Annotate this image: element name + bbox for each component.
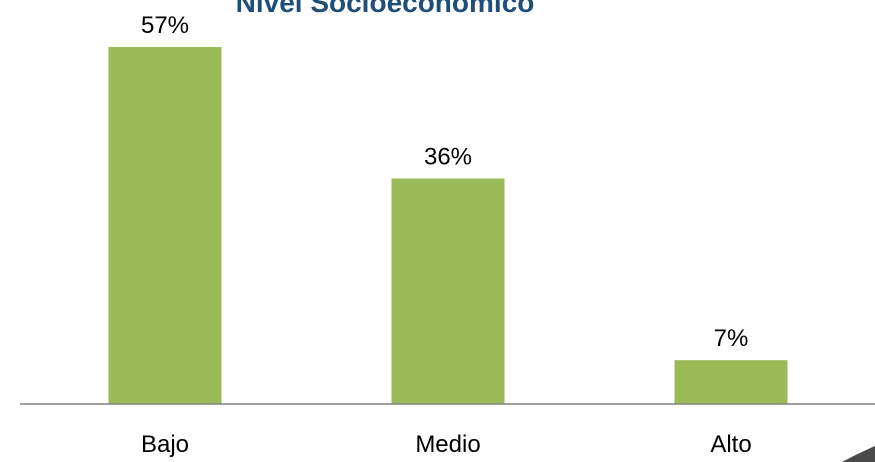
data-label-alto: 7% <box>714 325 749 352</box>
data-label-bajo: 57% <box>141 12 189 39</box>
chart-title: Nivel Socioeconómico <box>236 0 535 18</box>
bars-group <box>108 47 788 404</box>
category-labels-group: Bajo Medio Alto <box>141 431 752 458</box>
category-label-medio: Medio <box>415 431 480 458</box>
category-label-alto: Alto <box>710 431 751 458</box>
data-labels-group: 57% 36% 7% <box>141 12 748 352</box>
bar-medio <box>391 178 505 404</box>
data-label-medio: 36% <box>424 144 472 171</box>
category-label-bajo: Bajo <box>141 431 189 458</box>
bar-alto <box>674 360 788 404</box>
corner-swoosh-decoration <box>842 446 875 462</box>
bar-bajo <box>108 47 222 404</box>
